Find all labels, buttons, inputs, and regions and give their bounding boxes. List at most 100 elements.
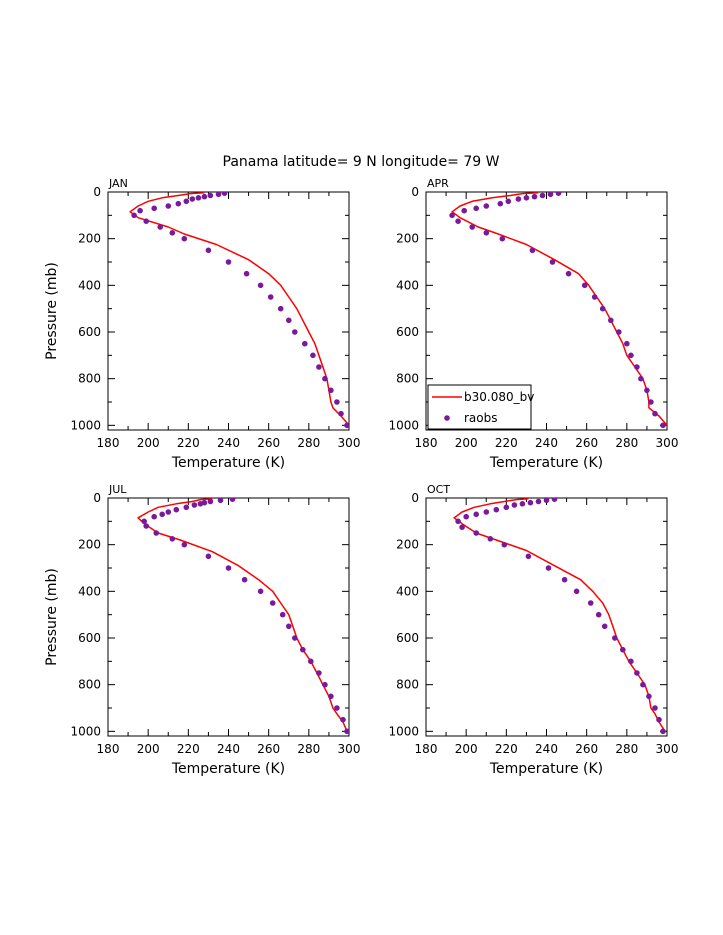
obs-point [267,294,274,300]
y-axis-label: Pressure (mb) [44,568,60,666]
y-tick-label: 600 [396,325,419,339]
y-tick-label: 200 [78,232,101,246]
y-tick-label: 1000 [70,418,101,432]
y-tick-label: 400 [396,278,419,292]
obs-point [455,518,461,525]
y-tick-label: 0 [411,491,419,505]
obs-point [269,600,276,606]
obs-point [505,198,512,205]
obs-point [646,693,652,700]
obs-point [183,504,190,511]
obs-point [483,203,490,209]
obs-point [624,340,630,347]
obs-point [473,205,480,212]
x-tick-label: 180 [97,436,120,450]
obs-point [620,646,626,653]
obs-point [165,509,172,515]
y-tick-label: 0 [93,491,101,505]
obs-point [225,565,232,571]
obs-point [286,317,292,324]
obs-point [159,511,165,518]
obs-point [197,501,204,507]
obs-point [328,387,334,394]
obs-point [501,541,508,548]
panel-title: JAN [108,177,128,190]
obs-point [511,502,518,508]
obs-point [599,305,606,312]
x-axis-label: Temperature (K) [489,761,603,777]
y-tick-label: 800 [78,372,101,386]
obs-point [634,364,640,370]
obs-point [483,509,490,515]
x-tick-label: 280 [297,742,320,756]
obs-point [334,705,340,711]
obs-point [523,195,530,201]
obs-point [628,352,634,359]
panel-title: OCT [427,483,450,496]
plot-area [129,192,349,429]
obs-point [308,658,314,665]
obs-point [634,670,640,676]
obs-point [449,212,455,219]
obs-point [515,196,522,202]
obs-point [493,506,500,513]
y-tick-label: 600 [396,631,419,645]
obs-point [316,364,322,370]
obs-point [638,375,644,382]
obs-point [292,329,298,335]
obs-point [277,305,284,312]
obs-point [257,282,264,289]
x-axis-label: Temperature (K) [489,455,603,471]
obs-point [241,576,248,583]
obs-point [561,576,568,583]
obs-point [644,387,650,394]
x-axis-label: Temperature (K) [171,455,285,471]
x-tick-label: 220 [495,742,518,756]
obs-point [175,200,182,207]
obs-point [225,259,232,265]
obs-point [334,399,340,405]
obs-point [573,588,580,595]
x-tick-label: 300 [338,436,361,450]
obs-point [551,498,558,502]
panel-title: JUL [108,483,127,496]
obs-point [628,658,634,665]
obs-point [195,195,202,201]
obs-point [169,230,176,236]
legend-marker-swatch [444,415,450,421]
legend-label: b30.080_bv [464,390,534,404]
y-tick-label: 600 [78,325,101,339]
x-tick-label: 280 [615,436,638,450]
obs-point [207,192,214,199]
obs-point [612,635,618,641]
obs-point [535,498,542,505]
obs-point [328,693,334,700]
obs-point [497,200,504,207]
x-tick-label: 220 [177,436,200,450]
obs-point [503,504,510,511]
obs-point [181,541,188,548]
obs-point [531,193,538,200]
y-tick-label: 600 [78,631,101,645]
obs-point [565,270,572,277]
obs-point [549,259,556,265]
y-tick-label: 0 [411,185,419,199]
obs-point [527,499,534,506]
obs-point [463,513,470,520]
obs-point [547,192,554,198]
obs-point [286,623,292,630]
x-tick-label: 260 [257,742,280,756]
y-tick-label: 200 [78,538,101,552]
panels: 180 200 220 240 260 280 300 0 200 400 600 800 1000 JA… [44,177,678,777]
obs-point [157,224,163,230]
obs-point [215,192,222,198]
obs-point [292,635,298,641]
obs-point [499,235,506,242]
series-line-model [453,498,666,732]
y-tick-label: 0 [93,185,101,199]
panel-title: APR [427,177,449,190]
x-tick-label: 200 [137,436,160,450]
obs-point [469,224,476,230]
